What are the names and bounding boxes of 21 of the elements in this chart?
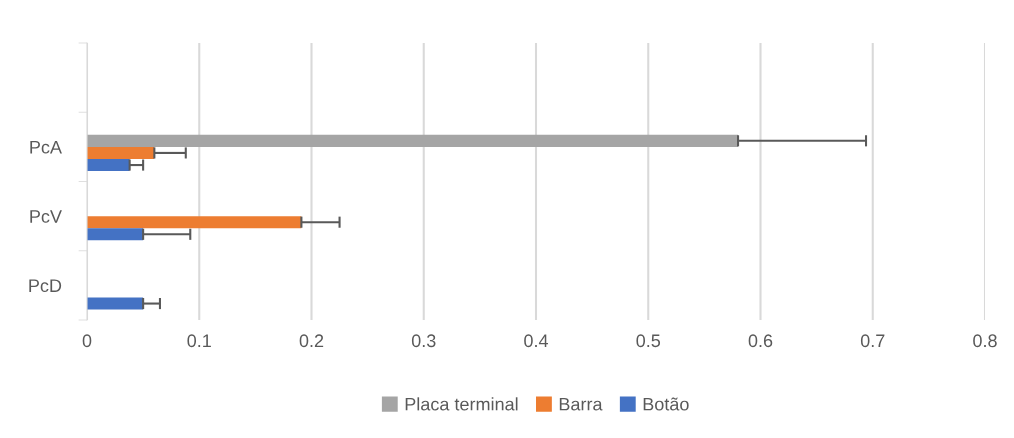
x-tick-label: 0.2 xyxy=(299,334,324,348)
x-tick-label: 0.6 xyxy=(748,334,773,348)
x-tick-label: 0.7 xyxy=(860,334,885,348)
legend-label: Botão xyxy=(643,397,689,411)
bar xyxy=(87,146,155,159)
x-tick-label: 0.8 xyxy=(973,334,997,348)
x-tick-label: 0.4 xyxy=(524,334,549,348)
y-tick-label: PcD xyxy=(29,279,62,293)
bar xyxy=(87,297,144,310)
y-tick-label: PcA xyxy=(30,141,62,154)
bar xyxy=(87,158,130,172)
x-tick-label: 0 xyxy=(82,334,92,348)
x-tick-label: 0.1 xyxy=(187,334,211,348)
legend-label: Placa terminal xyxy=(405,397,518,411)
bar xyxy=(87,134,739,147)
x-tick-label: 0.5 xyxy=(636,334,661,348)
legend-label: Barra xyxy=(559,397,603,411)
y-tick-label: PcV xyxy=(30,210,62,223)
bar xyxy=(87,228,144,241)
x-tick-label: 0.3 xyxy=(411,334,436,348)
bar xyxy=(87,216,302,229)
